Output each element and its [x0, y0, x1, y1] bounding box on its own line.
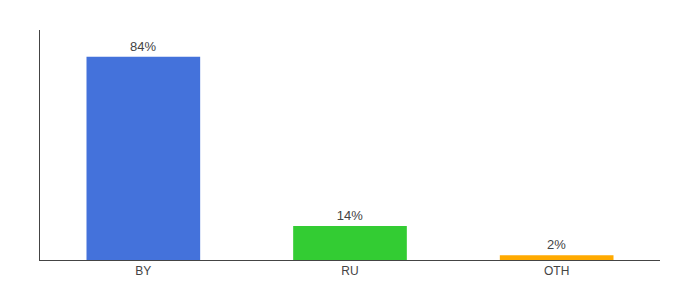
svg-text:14%: 14%: [337, 208, 363, 223]
svg-text:RU: RU: [341, 264, 358, 278]
svg-text:84%: 84%: [130, 39, 156, 54]
svg-text:2%: 2%: [547, 237, 566, 252]
svg-text:OTH: OTH: [544, 264, 569, 278]
svg-text:BY: BY: [135, 264, 151, 278]
